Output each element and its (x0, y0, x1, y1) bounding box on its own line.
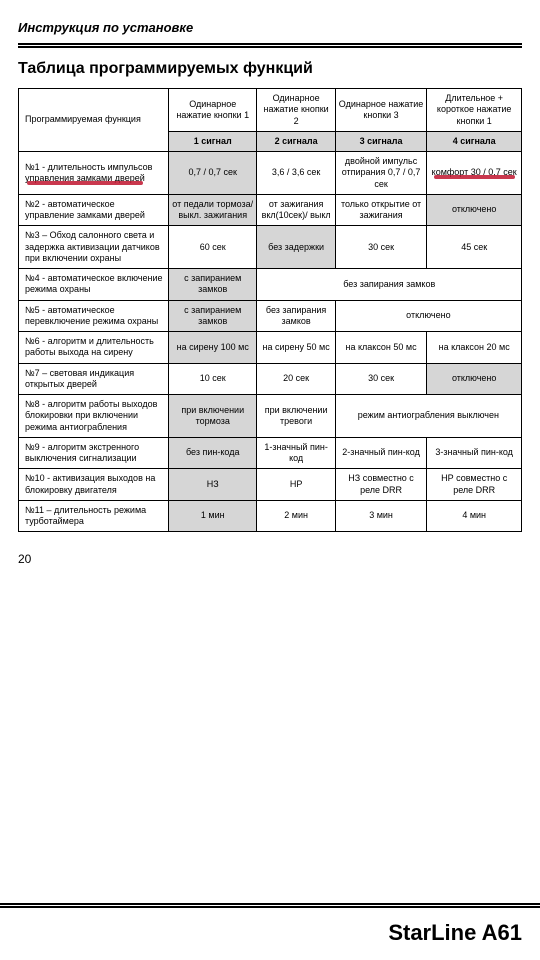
cell: на клаксон 20 мс (427, 332, 522, 364)
cell: 30 сек (335, 363, 427, 395)
row-label: №6 - алгоритм и длительность работы выхо… (19, 332, 169, 364)
sig1: 1 сигнал (169, 131, 257, 151)
cell: на сирену 100 мс (169, 332, 257, 364)
cell: 30 сек (335, 226, 427, 269)
cell: отключено (335, 300, 521, 332)
cell: без запирания замков (257, 269, 522, 301)
row-label: №5 - автоматическое перевключение режима… (19, 300, 169, 332)
table-row: №5 - автоматическое перевключение режима… (19, 300, 522, 332)
row-label: №11 – длительность режима турботаймера (19, 500, 169, 532)
cell: 1 мин (169, 500, 257, 532)
col-press1: Одинарное нажатие кнопки 1 (169, 89, 257, 132)
cell: 45 сек (427, 226, 522, 269)
col-press3: Одинарное нажатие кнопки 3 (335, 89, 427, 132)
table-row: №7 – световая индикация открытых дверей1… (19, 363, 522, 395)
row-label: №1 - длительность импульсов управления з… (19, 152, 169, 195)
cell: с запиранием замков (169, 269, 257, 301)
sig2: 2 сигнала (257, 131, 335, 151)
cell: комфорт 30 / 0,7 сек (427, 152, 522, 195)
cell: двойной импульс отпирания 0,7 / 0,7 сек (335, 152, 427, 195)
col-press-long: Длительное + короткое нажатие кнопки 1 (427, 89, 522, 132)
row-label: №8 - алгоритм работы выходов блокировки … (19, 395, 169, 438)
row-label: №7 – световая индикация открытых дверей (19, 363, 169, 395)
cell: на сирену 50 мс (257, 332, 335, 364)
section-title: Таблица программируемых функций (18, 60, 522, 78)
cell: при включении тревоги (257, 395, 335, 438)
cell: 4 мин (427, 500, 522, 532)
cell: только открытие от зажигания (335, 194, 427, 226)
row-label: №10 - активизация выходов на блокировку … (19, 469, 169, 501)
table-row: №4 - автоматическое включение режима охр… (19, 269, 522, 301)
sig4: 4 сигнала (427, 131, 522, 151)
col-press2: Одинарное нажатие кнопки 2 (257, 89, 335, 132)
cell: 1-значный пин-код (257, 437, 335, 469)
cell: без пин-кода (169, 437, 257, 469)
table-row: №3 – Обход салонного света и задержка ак… (19, 226, 522, 269)
row-label: №4 - автоматическое включение режима охр… (19, 269, 169, 301)
cell: НР совместно с реле DRR (427, 469, 522, 501)
cell: 0,7 / 0,7 сек (169, 152, 257, 195)
table-row: №10 - активизация выходов на блокировку … (19, 469, 522, 501)
col-function: Программируемая функция (19, 89, 169, 152)
cell: 60 сек (169, 226, 257, 269)
table-row: №6 - алгоритм и длительность работы выхо… (19, 332, 522, 364)
cell: 2-значный пин-код (335, 437, 427, 469)
product-name: StarLine A61 (388, 920, 522, 946)
table-row: №8 - алгоритм работы выходов блокировки … (19, 395, 522, 438)
row-label: №9 - алгоритм экстренного выключения сиг… (19, 437, 169, 469)
table-row: №9 - алгоритм экстренного выключения сиг… (19, 437, 522, 469)
table-row: №1 - длительность импульсов управления з… (19, 152, 522, 195)
sig3: 3 сигнала (335, 131, 427, 151)
cell: режим антиограбления выключен (335, 395, 521, 438)
table-body: №1 - длительность импульсов управления з… (19, 152, 522, 532)
footer-rule (0, 903, 540, 908)
cell: при включении тормоза (169, 395, 257, 438)
cell: без задержки (257, 226, 335, 269)
table-row: №11 – длительность режима турботаймера1 … (19, 500, 522, 532)
table-row: №2 - автоматическое управление замками д… (19, 194, 522, 226)
cell: НЗ совместно с реле DRR (335, 469, 427, 501)
page-header: Инструкция по установке (18, 20, 522, 35)
cell: отключено (427, 363, 522, 395)
cell: отключено (427, 194, 522, 226)
cell: 10 сек (169, 363, 257, 395)
cell: от педали тормоза/ выкл. зажигания (169, 194, 257, 226)
table-header-row: Программируемая функция Одинарное нажати… (19, 89, 522, 132)
cell: от зажигания вкл(10сек)/ выкл (257, 194, 335, 226)
functions-table: Программируемая функция Одинарное нажати… (18, 88, 522, 532)
cell: 3-значный пин-код (427, 437, 522, 469)
cell: НЗ (169, 469, 257, 501)
cell: 2 мин (257, 500, 335, 532)
cell: 3,6 / 3,6 сек (257, 152, 335, 195)
row-label: №2 - автоматическое управление замками д… (19, 194, 169, 226)
cell: на клаксон 50 мс (335, 332, 427, 364)
cell: НР (257, 469, 335, 501)
cell: с запиранием замков (169, 300, 257, 332)
cell: 3 мин (335, 500, 427, 532)
page-number: 20 (18, 552, 522, 566)
cell: без запирания замков (257, 300, 335, 332)
row-label: №3 – Обход салонного света и задержка ак… (19, 226, 169, 269)
cell: 20 сек (257, 363, 335, 395)
header-rule (18, 43, 522, 48)
